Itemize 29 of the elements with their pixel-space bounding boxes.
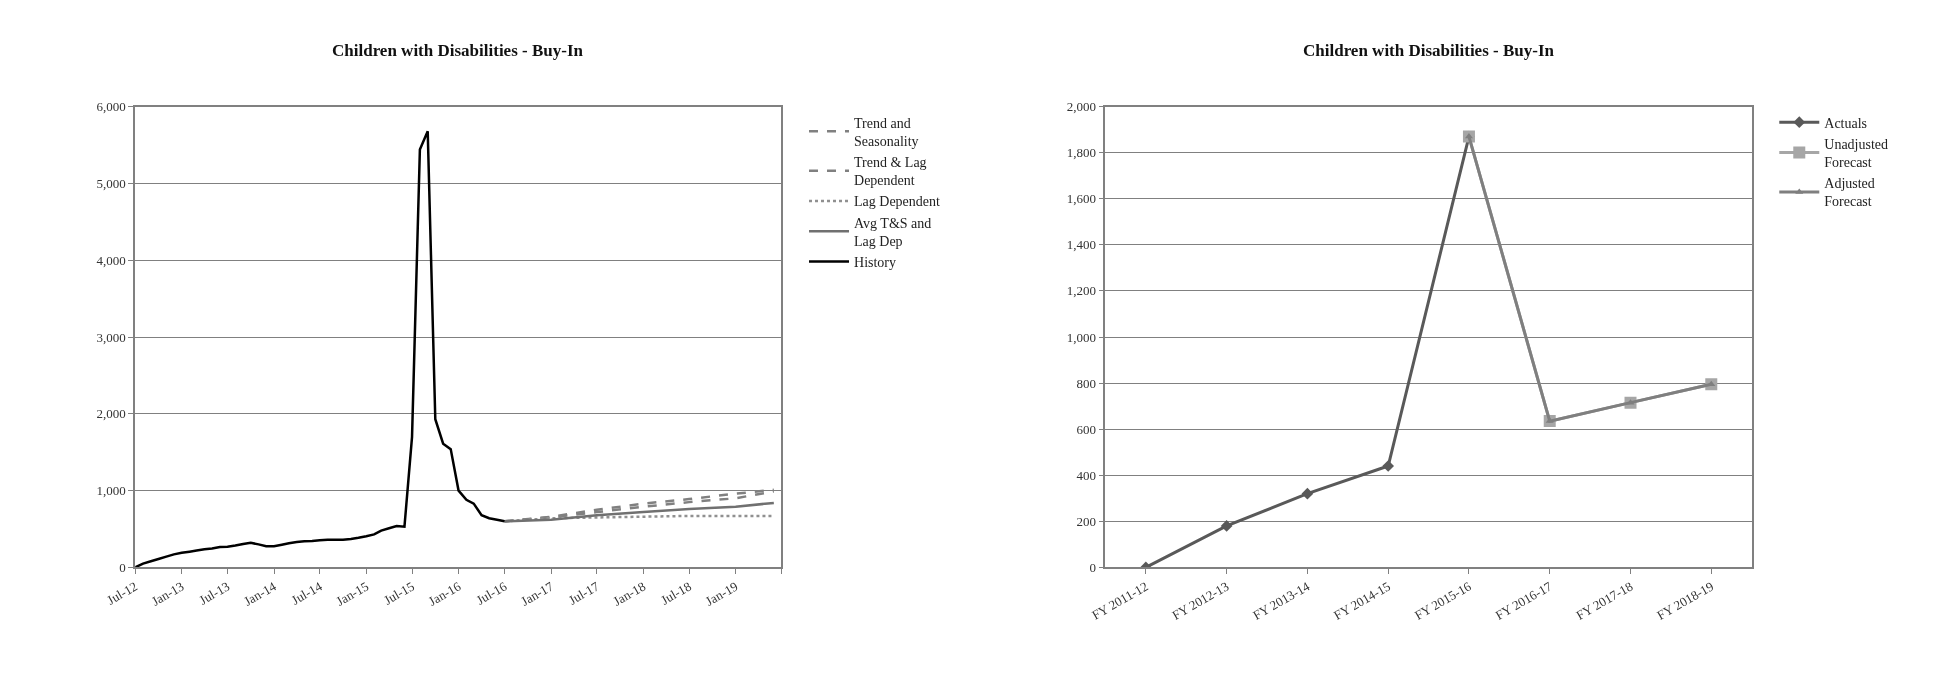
y-tick-label: 6,000 xyxy=(96,99,126,115)
legend-label: Actuals xyxy=(1824,115,1868,131)
y-tick-label: 5,000 xyxy=(96,175,126,191)
y-tick-label: 2,000 xyxy=(1066,99,1097,115)
legend-label: History xyxy=(854,255,897,271)
chart-title: Children with Disabilities - Buy-In xyxy=(1303,41,1555,60)
legend-label: Lag Dependent xyxy=(854,194,941,210)
legend-label: Avg T&S and Lag Dep xyxy=(854,215,932,249)
y-tick-label: 0 xyxy=(1089,559,1097,575)
x-tick-label: Jul-13 xyxy=(196,578,233,608)
y-tick-label: 1,000 xyxy=(1066,329,1097,345)
legend-label: Adjusted Forecast xyxy=(1824,176,1875,210)
legend-label: Trend & Lag Dependent xyxy=(854,155,927,189)
y-tick-label: 0 xyxy=(119,559,126,575)
y-tick-label: 200 xyxy=(1076,513,1097,529)
y-tick-label: 3,000 xyxy=(96,329,126,345)
y-tick-label: 4,000 xyxy=(96,252,126,268)
legend-label: Trend and Seasonality xyxy=(854,115,919,149)
y-tick-label: 600 xyxy=(1076,421,1097,437)
chart-title: Children with Disabilities - Buy-In xyxy=(332,41,584,60)
legend-label: Unadjusted Forecast xyxy=(1824,136,1889,171)
y-tick-label: 800 xyxy=(1076,375,1097,391)
y-tick-label: 400 xyxy=(1076,467,1097,483)
y-tick-label: 1,800 xyxy=(1066,145,1097,161)
y-tick-label: 1,400 xyxy=(1066,237,1097,253)
y-tick-label: 1,600 xyxy=(1066,191,1097,207)
y-tick-label: 1,000 xyxy=(96,483,126,499)
y-tick-label: 2,000 xyxy=(96,406,126,422)
y-tick-label: 1,200 xyxy=(1066,283,1097,299)
